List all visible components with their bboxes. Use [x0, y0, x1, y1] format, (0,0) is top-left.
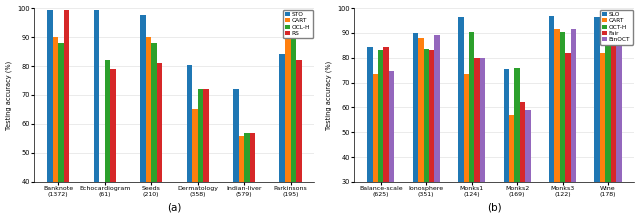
Bar [291, 26, 296, 218]
Bar [435, 35, 440, 218]
Bar [233, 89, 239, 218]
Bar [52, 37, 58, 218]
Bar [110, 69, 116, 218]
Bar [616, 32, 621, 218]
Bar [515, 68, 520, 218]
Bar [458, 17, 463, 218]
Bar [250, 133, 255, 218]
Bar [595, 17, 600, 218]
Bar [372, 74, 378, 218]
Bar [47, 10, 52, 218]
Bar [151, 43, 157, 218]
Bar [140, 15, 146, 218]
Bar [204, 89, 209, 218]
Bar [378, 50, 383, 218]
Bar [424, 49, 429, 218]
Bar [469, 32, 474, 218]
Bar [58, 43, 64, 218]
Bar [93, 10, 99, 218]
Y-axis label: Testing accuracy (%): Testing accuracy (%) [6, 60, 12, 130]
Bar [525, 110, 531, 218]
Bar [509, 115, 515, 218]
Bar [605, 35, 611, 218]
Bar [198, 89, 204, 218]
Bar [520, 102, 525, 218]
Bar [549, 15, 554, 218]
Bar [146, 37, 151, 218]
Bar [244, 133, 250, 218]
Bar [239, 136, 244, 218]
Bar [429, 50, 435, 218]
Bar [296, 60, 301, 218]
Legend: STO, CART, OCL-H, RS: STO, CART, OCL-H, RS [283, 10, 313, 38]
Bar [192, 109, 198, 218]
Bar [611, 30, 616, 218]
Y-axis label: Testing accuracy (%): Testing accuracy (%) [326, 60, 332, 130]
Bar [285, 37, 291, 218]
Bar [560, 32, 565, 218]
Bar [383, 47, 389, 218]
Bar [474, 58, 480, 218]
Bar [480, 58, 485, 218]
Bar [389, 71, 394, 218]
Bar [413, 33, 418, 218]
Bar [64, 10, 69, 218]
Bar [554, 29, 560, 218]
Bar [565, 53, 571, 218]
Bar [571, 29, 576, 218]
X-axis label: (a): (a) [167, 203, 182, 213]
Bar [105, 60, 110, 218]
Bar [504, 69, 509, 218]
Legend: SLO, CART, OCT-H, Fair, BinOCT: SLO, CART, OCT-H, Fair, BinOCT [600, 10, 633, 44]
Bar [463, 74, 469, 218]
Bar [157, 63, 163, 218]
Bar [186, 65, 192, 218]
Bar [418, 38, 424, 218]
Bar [367, 47, 372, 218]
Bar [600, 53, 605, 218]
X-axis label: (b): (b) [487, 203, 502, 213]
Bar [280, 54, 285, 218]
